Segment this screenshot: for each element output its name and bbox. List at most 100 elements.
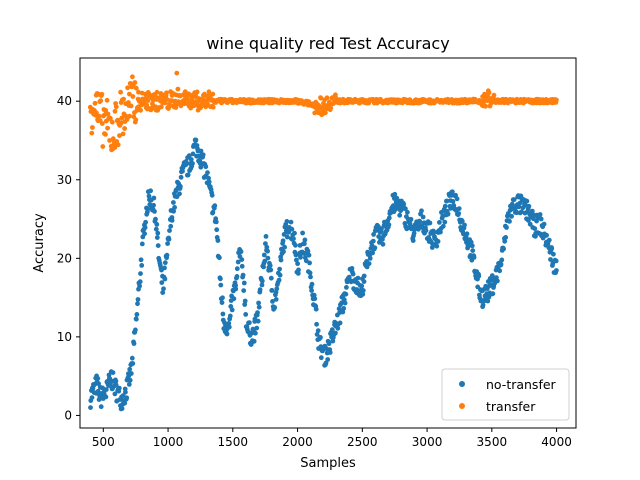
point-no-transfer (161, 286, 166, 292)
point-no-transfer (112, 391, 118, 397)
point-no-transfer (527, 221, 533, 227)
point-no-transfer (427, 220, 433, 226)
point-no-transfer (193, 137, 199, 143)
point-no-transfer (274, 286, 280, 292)
point-no-transfer (167, 228, 172, 234)
point-no-transfer (135, 301, 140, 307)
point-no-transfer (302, 241, 307, 247)
point-no-transfer (234, 266, 240, 272)
point-transfer (324, 95, 330, 101)
point-no-transfer (292, 230, 297, 236)
point-no-transfer (503, 235, 509, 240)
point-no-transfer (153, 226, 159, 232)
point-transfer (122, 126, 127, 131)
point-no-transfer (242, 302, 248, 307)
point-no-transfer (419, 208, 424, 214)
point-transfer (90, 125, 95, 130)
point-no-transfer (145, 206, 151, 212)
point-no-transfer (168, 223, 174, 229)
point-no-transfer (514, 210, 519, 216)
point-transfer (210, 104, 216, 110)
point-no-transfer (224, 331, 230, 337)
point-no-transfer (454, 196, 460, 202)
point-no-transfer (200, 152, 206, 158)
point-no-transfer (318, 355, 324, 361)
point-no-transfer (532, 226, 538, 232)
legend-marker-transfer (459, 403, 465, 409)
point-no-transfer (470, 248, 476, 254)
point-no-transfer (103, 394, 109, 400)
point-no-transfer (113, 382, 119, 388)
point-no-transfer (127, 377, 133, 383)
point-no-transfer (120, 393, 126, 398)
point-no-transfer (538, 216, 544, 222)
point-no-transfer (269, 288, 275, 293)
point-transfer (128, 103, 134, 109)
point-transfer (145, 98, 151, 103)
point-no-transfer (288, 219, 294, 225)
point-no-transfer (529, 208, 535, 214)
point-transfer (167, 101, 172, 107)
point-no-transfer (215, 238, 221, 243)
point-no-transfer (122, 400, 128, 406)
point-no-transfer (257, 287, 263, 293)
point-no-transfer (138, 271, 143, 276)
point-no-transfer (497, 268, 503, 274)
point-no-transfer (267, 263, 273, 268)
point-no-transfer (459, 218, 465, 224)
point-no-transfer (366, 261, 372, 266)
point-no-transfer (306, 252, 312, 258)
point-no-transfer (263, 241, 268, 247)
point-no-transfer (361, 273, 367, 279)
point-transfer (174, 70, 180, 76)
point-no-transfer (307, 260, 312, 266)
point-no-transfer (148, 188, 154, 194)
point-no-transfer (239, 257, 245, 262)
point-no-transfer (333, 330, 338, 336)
point-no-transfer (367, 256, 373, 261)
point-no-transfer (312, 296, 318, 302)
point-no-transfer (554, 268, 559, 273)
point-no-transfer (233, 286, 239, 292)
point-no-transfer (213, 219, 219, 225)
point-no-transfer (502, 238, 508, 244)
point-no-transfer (255, 310, 260, 315)
point-no-transfer (162, 276, 168, 282)
point-no-transfer (289, 226, 295, 232)
point-no-transfer (142, 231, 148, 237)
point-no-transfer (420, 214, 426, 220)
point-transfer (130, 74, 135, 80)
point-no-transfer (295, 261, 300, 267)
point-transfer (115, 117, 121, 123)
point-transfer (118, 89, 123, 95)
point-no-transfer (235, 259, 241, 265)
point-no-transfer (440, 223, 446, 229)
point-no-transfer (137, 279, 143, 285)
point-no-transfer (226, 324, 232, 330)
point-no-transfer (169, 218, 175, 223)
legend-label-no-transfer: no-transfer (486, 377, 557, 392)
point-no-transfer (178, 184, 183, 189)
point-no-transfer (276, 277, 282, 283)
point-no-transfer (485, 298, 491, 304)
point-no-transfer (294, 257, 299, 263)
point-transfer (126, 91, 132, 97)
point-no-transfer (355, 275, 361, 281)
point-no-transfer (314, 332, 320, 337)
point-no-transfer (442, 219, 448, 225)
point-no-transfer (456, 206, 462, 212)
point-no-transfer (370, 250, 375, 256)
point-no-transfer (146, 193, 152, 199)
point-no-transfer (261, 264, 266, 270)
point-no-transfer (155, 243, 161, 249)
point-no-transfer (544, 232, 549, 238)
point-no-transfer (350, 271, 356, 277)
point-no-transfer (256, 300, 261, 306)
x-tick-label: 3500 (477, 435, 508, 449)
point-no-transfer (541, 221, 547, 227)
point-no-transfer (480, 302, 486, 308)
point-no-transfer (431, 230, 436, 236)
y-tick-label: 30 (57, 173, 72, 187)
point-transfer (184, 95, 190, 101)
point-no-transfer (466, 243, 471, 249)
